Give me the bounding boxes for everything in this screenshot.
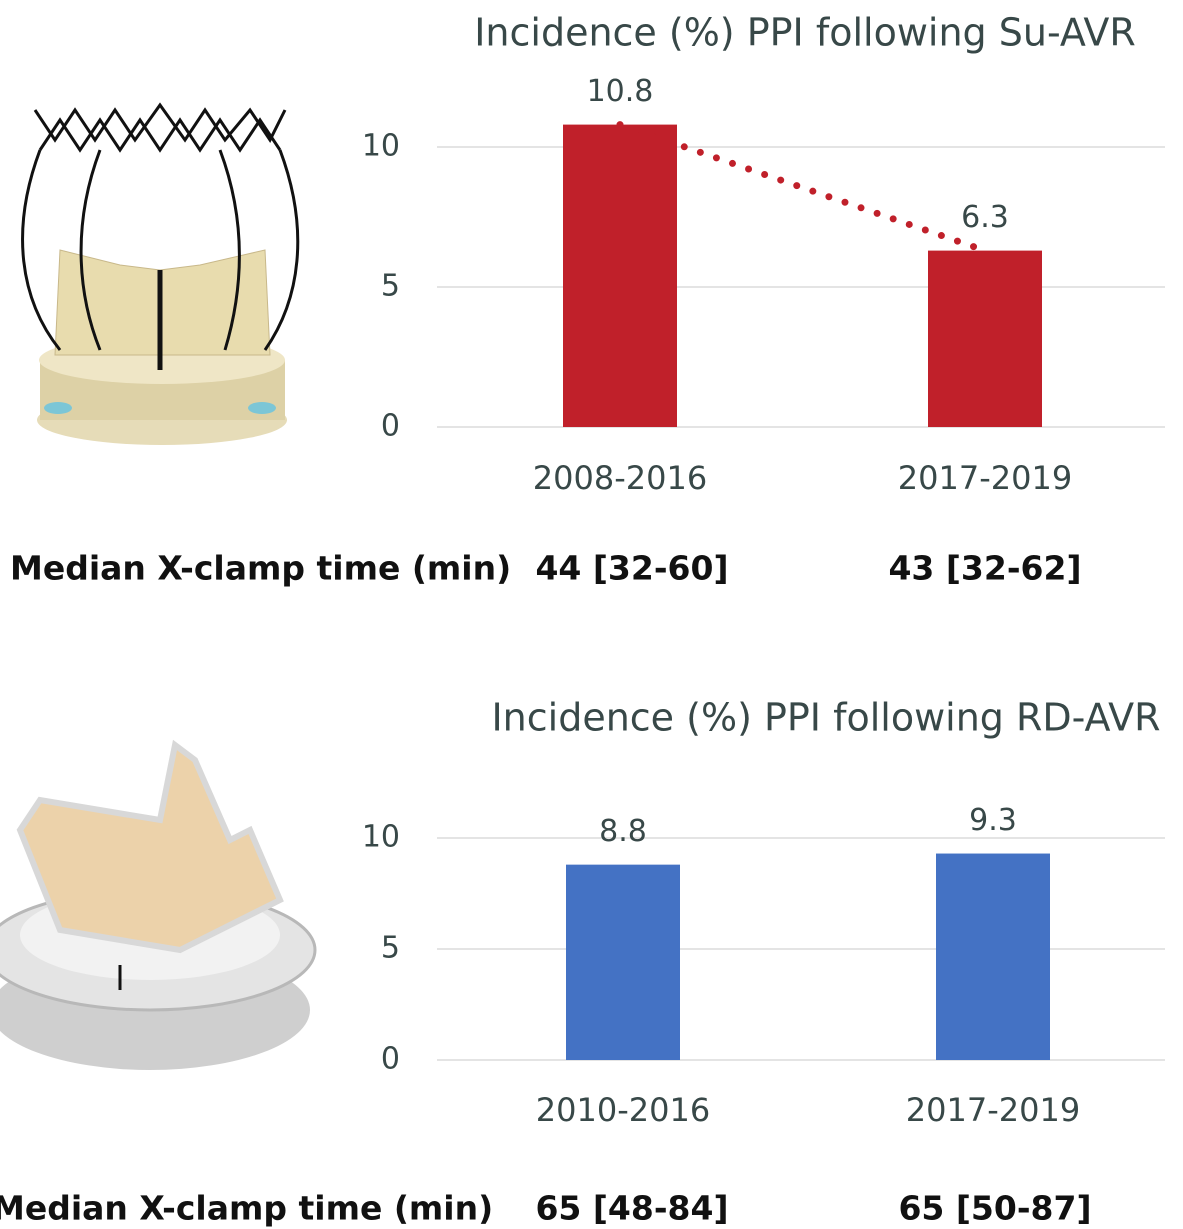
value-label: 6.3 xyxy=(961,200,1009,235)
y-tick-label: 5 xyxy=(381,269,400,304)
chart-title: Incidence (%) PPI following RD-AVR xyxy=(491,696,1160,740)
valve-illustration-1 xyxy=(23,105,298,445)
x-tick-label: 2010-2016 xyxy=(536,1091,710,1129)
chart-title: Incidence (%) PPI following Su-AVR xyxy=(474,11,1136,55)
value-label: 9.3 xyxy=(969,803,1017,838)
x-tick-label: 2017-2019 xyxy=(898,459,1072,497)
footer-label: Median X-clamp time (min) xyxy=(10,549,511,588)
y-tick-label: 0 xyxy=(381,409,400,444)
valve-illustration-2 xyxy=(0,745,315,1070)
value-label: 8.8 xyxy=(599,814,647,849)
footer-value: 44 [32-60] xyxy=(535,549,728,588)
bar xyxy=(928,251,1042,427)
y-tick-label: 10 xyxy=(362,820,400,855)
bar xyxy=(936,854,1050,1060)
bar xyxy=(563,125,677,427)
y-tick-label: 5 xyxy=(381,931,400,966)
figure: Incidence (%) PPI following Su-AVR 0 5 10 10… xyxy=(0,0,1183,1229)
bar xyxy=(566,865,680,1060)
value-label: 10.8 xyxy=(587,74,654,109)
footer-value: 65 [48-84] xyxy=(535,1189,728,1228)
x-tick-label: 2008-2016 xyxy=(533,459,707,497)
page: Incidence (%) PPI following Su-AVR 0 5 10 10… xyxy=(0,0,1183,1229)
y-tick-label: 10 xyxy=(362,129,400,164)
footer-value: 65 [50-87] xyxy=(898,1189,1091,1228)
y-tick-label: 0 xyxy=(381,1042,400,1077)
footer-value: 43 [32-62] xyxy=(888,549,1081,588)
footer-label: Median X-clamp time (min) xyxy=(0,1189,493,1228)
x-tick-label: 2017-2019 xyxy=(906,1091,1080,1129)
